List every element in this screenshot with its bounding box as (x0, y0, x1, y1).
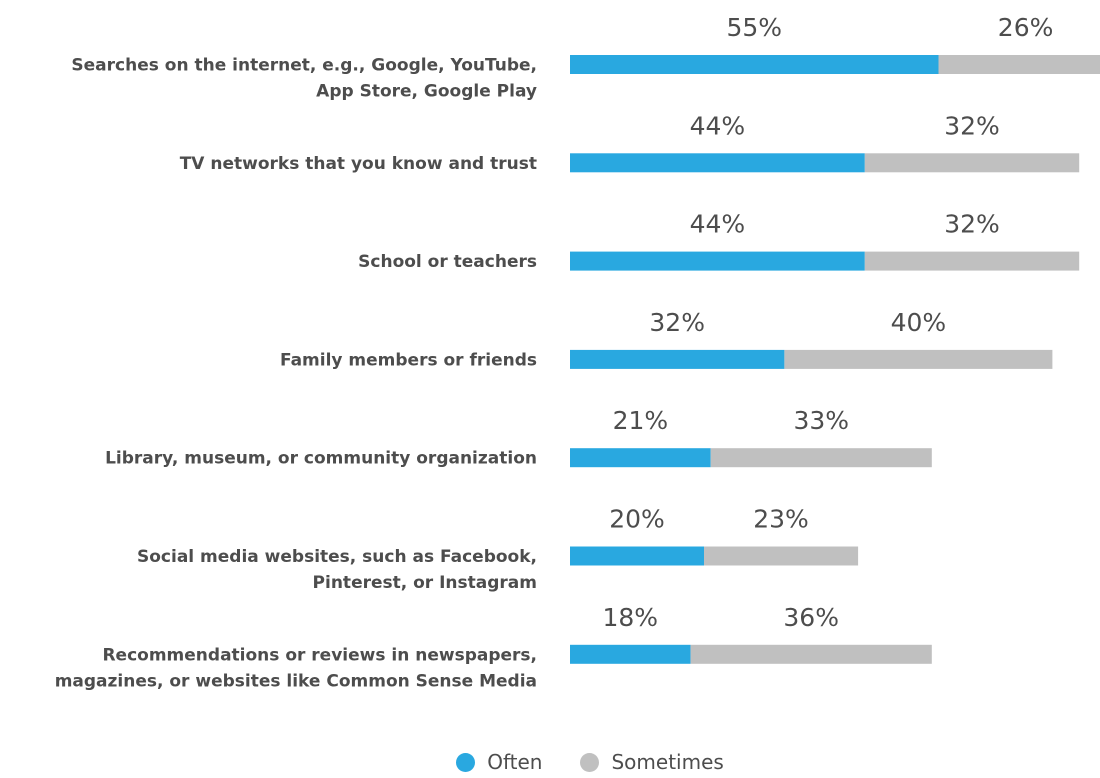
data-label-often: 32% (649, 308, 705, 337)
data-label-sometimes: 36% (783, 603, 839, 632)
data-label-often: 18% (603, 603, 659, 632)
category-label-line: TV networks that you know and trust (180, 154, 537, 174)
legend-item-sometimes[interactable]: Sometimes (580, 750, 724, 774)
bar-segment-sometimes (864, 251, 1080, 271)
legend-sometimes-label: Sometimes (611, 750, 724, 774)
legend-often-label: Often (487, 750, 543, 774)
bar-segment-sometimes (864, 153, 1080, 173)
bar-segment-sometimes (704, 546, 859, 566)
data-label-often: 21% (613, 406, 669, 435)
bars (570, 55, 1100, 664)
bar-segment-often (570, 546, 704, 566)
category-label-line: Library, museum, or community organizati… (105, 449, 537, 469)
category-label: TV networks that you know and trust (180, 154, 537, 174)
data-label-sometimes: 32% (944, 210, 1000, 239)
category-label-line: Recommendations or reviews in newspapers… (102, 645, 537, 665)
legend-sometimes-swatch (580, 752, 600, 772)
bar-segment-sometimes (784, 349, 1053, 369)
bar-segment-sometimes (938, 55, 1100, 74)
category-label-line: magazines, or websites like Common Sense… (55, 671, 537, 691)
data-label-often: 55% (727, 13, 783, 42)
category-label: Searches on the internet, e.g., Google, … (71, 56, 537, 102)
data-label-often: 20% (609, 505, 665, 534)
category-label-line: Searches on the internet, e.g., Google, … (71, 56, 537, 76)
data-label-sometimes: 40% (891, 308, 947, 337)
category-label-line: Social media websites, such as Facebook, (137, 547, 537, 567)
data-label-sometimes: 33% (794, 406, 850, 435)
category-label: Family members or friends (280, 350, 537, 370)
bar-segment-sometimes (690, 644, 932, 664)
category-label-line: Family members or friends (280, 350, 537, 370)
data-label-often: 44% (690, 111, 746, 140)
category-label: Recommendations or reviews in newspapers… (55, 645, 537, 691)
category-label-line: School or teachers (358, 252, 537, 272)
bar-segment-often (570, 153, 865, 173)
data-label-sometimes: 26% (998, 13, 1054, 42)
bar-segment-often (570, 55, 939, 74)
category-label-line: Pinterest, or Instagram (313, 573, 537, 593)
category-labels: Searches on the internet, e.g., Google, … (55, 56, 537, 692)
legend: Often Sometimes (0, 746, 1100, 778)
legend-item-often[interactable]: Often (456, 750, 542, 774)
category-label: Social media websites, such as Facebook,… (137, 547, 537, 593)
category-label-line: App Store, Google Play (316, 82, 537, 102)
value-labels: 55% 26% 44% 32% 44% 32% 32% 40% 21% 33% 20% 23% 18% 3… (603, 13, 1054, 632)
data-label-sometimes: 23% (753, 505, 809, 534)
category-label: School or teachers (358, 252, 537, 272)
bar-segment-often (570, 251, 865, 271)
data-label-sometimes: 32% (944, 111, 1000, 140)
bar-segment-sometimes (710, 448, 932, 468)
data-label-often: 44% (690, 210, 746, 239)
bar-segment-often (570, 349, 785, 369)
legend-often-swatch (456, 752, 476, 772)
bar-segment-often (570, 448, 711, 468)
bar-segment-often (570, 644, 691, 664)
category-label: Library, museum, or community organizati… (105, 449, 537, 469)
